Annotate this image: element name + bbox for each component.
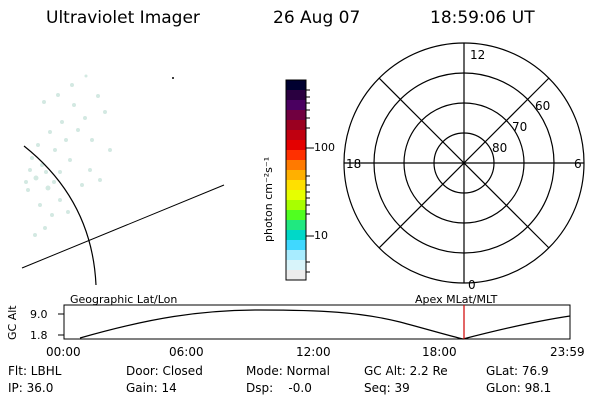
colorbar-block: [286, 120, 306, 131]
colorbar-block: [286, 110, 306, 121]
info-ip: IP: 36.0: [8, 381, 54, 395]
colorbar-block: [286, 90, 306, 101]
date-display: 26 Aug 07: [273, 8, 361, 28]
timeline-y-tick-9: 9.0: [30, 308, 48, 321]
colorbar-block: [286, 150, 306, 161]
timeline-x-tick-1800: 18:00: [422, 345, 457, 359]
colorbar-block: [286, 200, 306, 211]
timeline-x-tick-0600: 06:00: [169, 345, 204, 359]
timeline-y-label: GC Alt: [6, 305, 19, 340]
colorbar-block: [286, 140, 306, 151]
timeline-y-tick-1-8: 1.8: [30, 329, 48, 342]
colorbar-block: [286, 170, 306, 181]
time-display: 18:59:06 UT: [430, 8, 535, 28]
colorbar-block: [286, 80, 306, 91]
geo-boundary-curve: [23, 145, 97, 286]
colorbar-block: [286, 220, 306, 231]
colorbar-block: [286, 260, 306, 271]
colorbar-block: [286, 180, 306, 191]
colorbar-tick-10: 10: [314, 229, 328, 242]
info-gain: Gain: 14: [126, 381, 177, 395]
colorbar-block: [286, 210, 306, 221]
info-gc-alt: GC Alt: 2.2 Re: [364, 364, 448, 378]
geographic-latlon-title: Geographic Lat/Lon: [70, 293, 178, 306]
colorbar-block: [286, 230, 306, 241]
info-filter: Flt: LBHL: [8, 364, 62, 378]
apex-mlat-mlt-title: Apex MLat/MLT: [415, 293, 498, 306]
mlt-label-18: 18: [346, 157, 362, 171]
colorbar-block: [286, 190, 306, 201]
mlt-label-0: 0: [468, 278, 476, 292]
lat-label-60: 60: [535, 99, 551, 113]
aurora-speckles: [24, 74, 112, 237]
info-glon: GLon: 98.1: [486, 381, 552, 395]
altitude-curve: [79, 309, 571, 340]
colorbar-block: [286, 270, 306, 281]
lat-label-70: 70: [512, 120, 528, 134]
colorbar-block: [286, 130, 306, 141]
colorbar-block: [286, 160, 306, 171]
info-mode: Mode: Normal: [246, 364, 330, 378]
geo-grid-line: [21, 184, 225, 269]
colorbar-blocks: [286, 80, 306, 281]
timeline-x-tick-1200: 12:00: [296, 345, 331, 359]
info-door: Door: Closed: [126, 364, 203, 378]
app-title: Ultraviolet Imager: [46, 8, 200, 28]
mlt-label-6: 6: [574, 157, 582, 171]
timeline-x-tick-2359: 23:59: [550, 345, 585, 359]
colorbar-block: [286, 240, 306, 251]
timeline-x-tick-0000: 00:00: [46, 345, 81, 359]
info-glat: GLat: 76.9: [486, 364, 549, 378]
mlt-label-12: 12: [470, 48, 486, 62]
colorbar-block: [286, 250, 306, 261]
info-dsp: Dsp: -0.0: [246, 381, 312, 395]
lat-label-80: 80: [492, 141, 508, 155]
colorbar-tick-100: 100: [314, 141, 335, 154]
colorbar-block: [286, 100, 306, 111]
info-seq: Seq: 39: [364, 381, 410, 395]
polar-diagonal-2: [378, 77, 550, 249]
